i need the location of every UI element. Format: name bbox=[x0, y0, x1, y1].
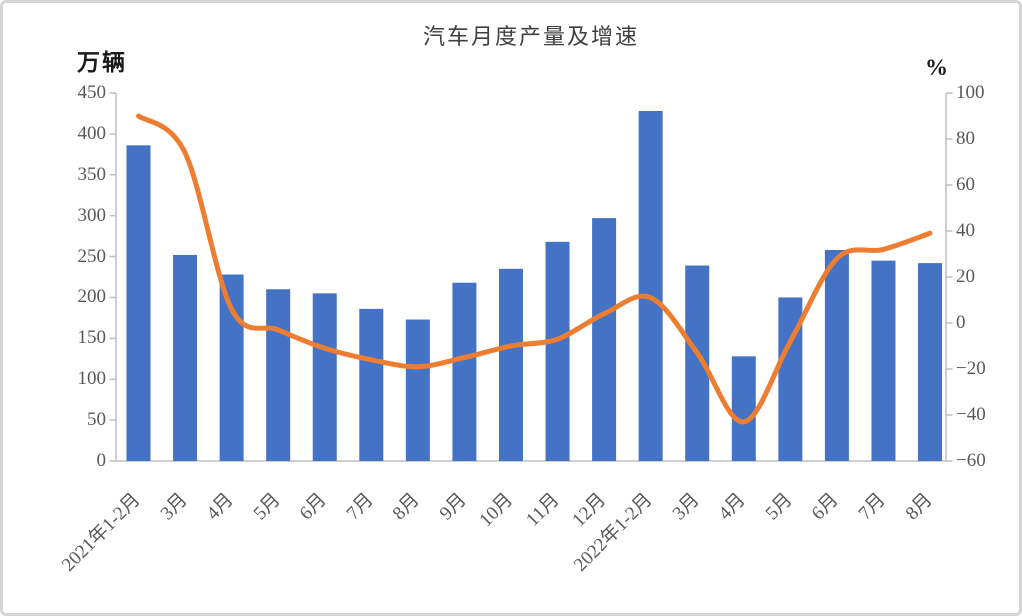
growth-rate-line bbox=[136, 113, 933, 425]
left-axis-tick-label: 400 bbox=[77, 122, 107, 144]
right-axis-tick-label: 100 bbox=[956, 82, 985, 103]
right-axis-tick-label: 20 bbox=[956, 266, 975, 287]
left-axis-tick-label: 300 bbox=[77, 204, 107, 226]
right-axis-tick-label: 80 bbox=[956, 128, 975, 149]
right-axis-tick-label: 40 bbox=[956, 220, 975, 241]
production-bar bbox=[126, 145, 151, 462]
chart-title: 汽车月度产量及增速 bbox=[422, 24, 639, 49]
production-bar bbox=[359, 308, 384, 461]
production-bar bbox=[638, 110, 663, 461]
left-axis-tick-label: 50 bbox=[87, 409, 106, 431]
production-bar bbox=[219, 274, 244, 461]
right-axis-tick-label: −40 bbox=[956, 404, 986, 425]
right-axis-unit-label: % bbox=[925, 55, 948, 80]
production-bar bbox=[871, 260, 896, 461]
production-bar bbox=[452, 282, 477, 461]
production-bar bbox=[545, 241, 570, 461]
production-bar bbox=[824, 250, 849, 461]
right-axis-tick-label: −20 bbox=[956, 358, 986, 379]
production-bar bbox=[312, 293, 337, 461]
left-axis-tick-label: 450 bbox=[77, 82, 107, 103]
left-axis-tick-label: 150 bbox=[77, 327, 107, 349]
production-bar bbox=[266, 289, 291, 461]
plot-area bbox=[109, 92, 953, 462]
right-axis-tick-label: 0 bbox=[956, 312, 966, 333]
production-bar bbox=[173, 254, 198, 461]
left-axis-tick-label: 0 bbox=[96, 450, 107, 471]
production-bar bbox=[498, 268, 523, 461]
left-axis-tick-label: 200 bbox=[77, 286, 107, 308]
left-axis-tick-label: 250 bbox=[77, 245, 107, 267]
production-bar bbox=[731, 356, 756, 461]
left-axis-tick-label: 350 bbox=[77, 163, 107, 185]
right-axis-tick-label: −60 bbox=[956, 450, 986, 471]
production-bar bbox=[918, 263, 943, 461]
production-bar bbox=[592, 218, 617, 461]
right-axis-tick-label: 60 bbox=[956, 174, 975, 195]
production-bar bbox=[405, 319, 430, 461]
left-axis-unit-label: 万辆 bbox=[77, 50, 127, 75]
left-axis-tick-label: 100 bbox=[77, 368, 107, 390]
